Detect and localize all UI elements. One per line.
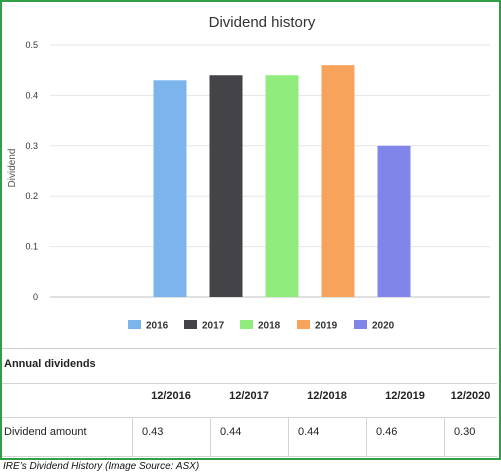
table-cell-border	[210, 417, 211, 456]
bar-2017	[209, 75, 243, 298]
bars	[153, 65, 411, 298]
legend-swatch	[354, 320, 367, 329]
image-caption: IRE’s Dividend History (Image Source: AS…	[3, 461, 200, 472]
table-value-cell: 0.44	[220, 426, 242, 438]
chart-title: Dividend history	[209, 14, 316, 31]
bar-2016	[153, 80, 187, 297]
legend-label: 2019	[315, 321, 338, 332]
legend-label: 2020	[372, 321, 395, 332]
y-tick-label: 0.1	[25, 242, 38, 252]
table-value-cell: 0.46	[376, 426, 398, 438]
table-value-cell: 0.30	[454, 426, 476, 438]
legend-swatch	[297, 320, 310, 329]
legend-swatch	[128, 320, 141, 329]
y-axis-label: Dividend	[7, 149, 18, 188]
y-tick-label: 0.2	[25, 191, 38, 201]
legend: 2016 2017 2018 2019 2020	[128, 320, 395, 332]
table-cell-border	[366, 417, 367, 456]
table-divider	[2, 456, 497, 457]
bar-2020	[377, 145, 411, 297]
legend-label: 2018	[258, 321, 281, 332]
bar-2019	[321, 65, 355, 297]
y-tick-label: 0.3	[25, 141, 38, 151]
table-grid: 12/2016 12/2017 12/2018 12/2019 12/2020 …	[2, 383, 497, 457]
y-tick-label: 0.5	[25, 40, 38, 50]
table-header-cell: 12/2020	[450, 390, 491, 402]
dividend-chart: Dividend history Dividend 00.10.20.30.40…	[7, 14, 490, 332]
table-value-cell: 0.43	[142, 426, 164, 438]
y-tick-label: 0	[33, 292, 38, 302]
annual-dividends-table: Annual dividends 12/2016 12/2017 12/2018…	[2, 348, 497, 459]
legend-label: 2017	[202, 321, 225, 332]
table-cell-border	[288, 417, 289, 456]
bar-2018	[265, 75, 299, 298]
table-title: Annual dividends	[4, 358, 96, 370]
table-header-cell: 12/2018	[307, 390, 347, 402]
table-divider	[2, 417, 497, 418]
table-header-cell: 12/2016	[151, 390, 191, 402]
legend-label: 2016	[146, 321, 169, 332]
table-header-cell: 12/2017	[229, 390, 269, 402]
y-tick-labels: 0 0.1 0.2 0.3 0.4 0.5	[25, 40, 38, 302]
legend-swatch	[184, 320, 197, 329]
y-tick-label: 0.4	[25, 90, 38, 100]
table-cell-border	[132, 417, 133, 456]
legend-swatch	[240, 320, 253, 329]
table-row-label: Dividend amount	[4, 426, 87, 438]
table-value-cell: 0.44	[298, 426, 320, 438]
table-header-cell: 12/2019	[385, 390, 425, 402]
table-cell-border	[444, 417, 445, 456]
table-divider	[2, 383, 497, 384]
